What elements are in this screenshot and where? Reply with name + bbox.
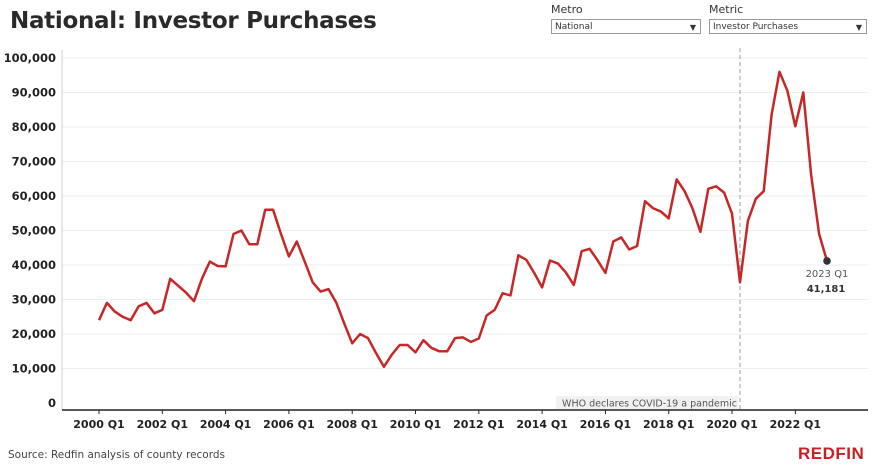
covid-label-background [555,396,738,409]
x-tick-label: 2018 Q1 [643,418,694,431]
last-value-period-label: 2023 Q1 [806,269,849,280]
x-tick-label: 2012 Q1 [453,418,504,431]
metro-filter-label: Metro [551,3,583,16]
x-tick-label: 2016 Q1 [580,418,631,431]
x-tick-label: 2008 Q1 [326,418,377,431]
x-tick-label: 2010 Q1 [390,418,441,431]
metric-dropdown[interactable]: Investor Purchases ▼ [709,19,867,34]
page-title: National: Investor Purchases [10,8,377,34]
metro-dropdown[interactable]: National ▼ [551,19,701,34]
y-tick-label: 100,000 [4,51,56,65]
y-tick-label: 90,000 [12,86,56,100]
metro-dropdown-value: National [555,22,593,32]
x-tick-label: 2006 Q1 [263,418,314,431]
y-tick-label: 20,000 [12,327,56,341]
y-tick-label: 80,000 [12,120,56,134]
x-tick-label: 2000 Q1 [73,418,124,431]
y-tick-label: 40,000 [12,258,56,272]
metric-filter-label: Metric [709,3,744,16]
last-value-marker [823,257,831,265]
y-tick-label: 70,000 [12,155,56,169]
y-tick-label: 10,000 [12,362,56,376]
y-tick-label: 30,000 [12,293,56,307]
x-tick-label: 2014 Q1 [516,418,567,431]
x-tick-label: 2002 Q1 [137,418,188,431]
x-tick-label: 2004 Q1 [200,418,251,431]
y-tick-label: 60,000 [12,189,56,203]
y-tick-label: 50,000 [12,224,56,238]
source-note: Source: Redfin analysis of county record… [8,449,225,461]
chevron-down-icon: ▼ [855,23,862,32]
y-tick-label: 0 [48,396,56,410]
chevron-down-icon: ▼ [689,23,696,32]
last-value-label: 41,181 [807,284,846,295]
x-tick-label: 2020 Q1 [706,418,757,431]
redfin-logo: REDFIN [798,444,865,463]
investor-purchases-line [97,70,829,369]
x-tick-label: 2022 Q1 [770,418,821,431]
metric-dropdown-value: Investor Purchases [713,22,799,32]
covid-annotation-label: WHO declares COVID-19 a pandemic [562,399,737,410]
